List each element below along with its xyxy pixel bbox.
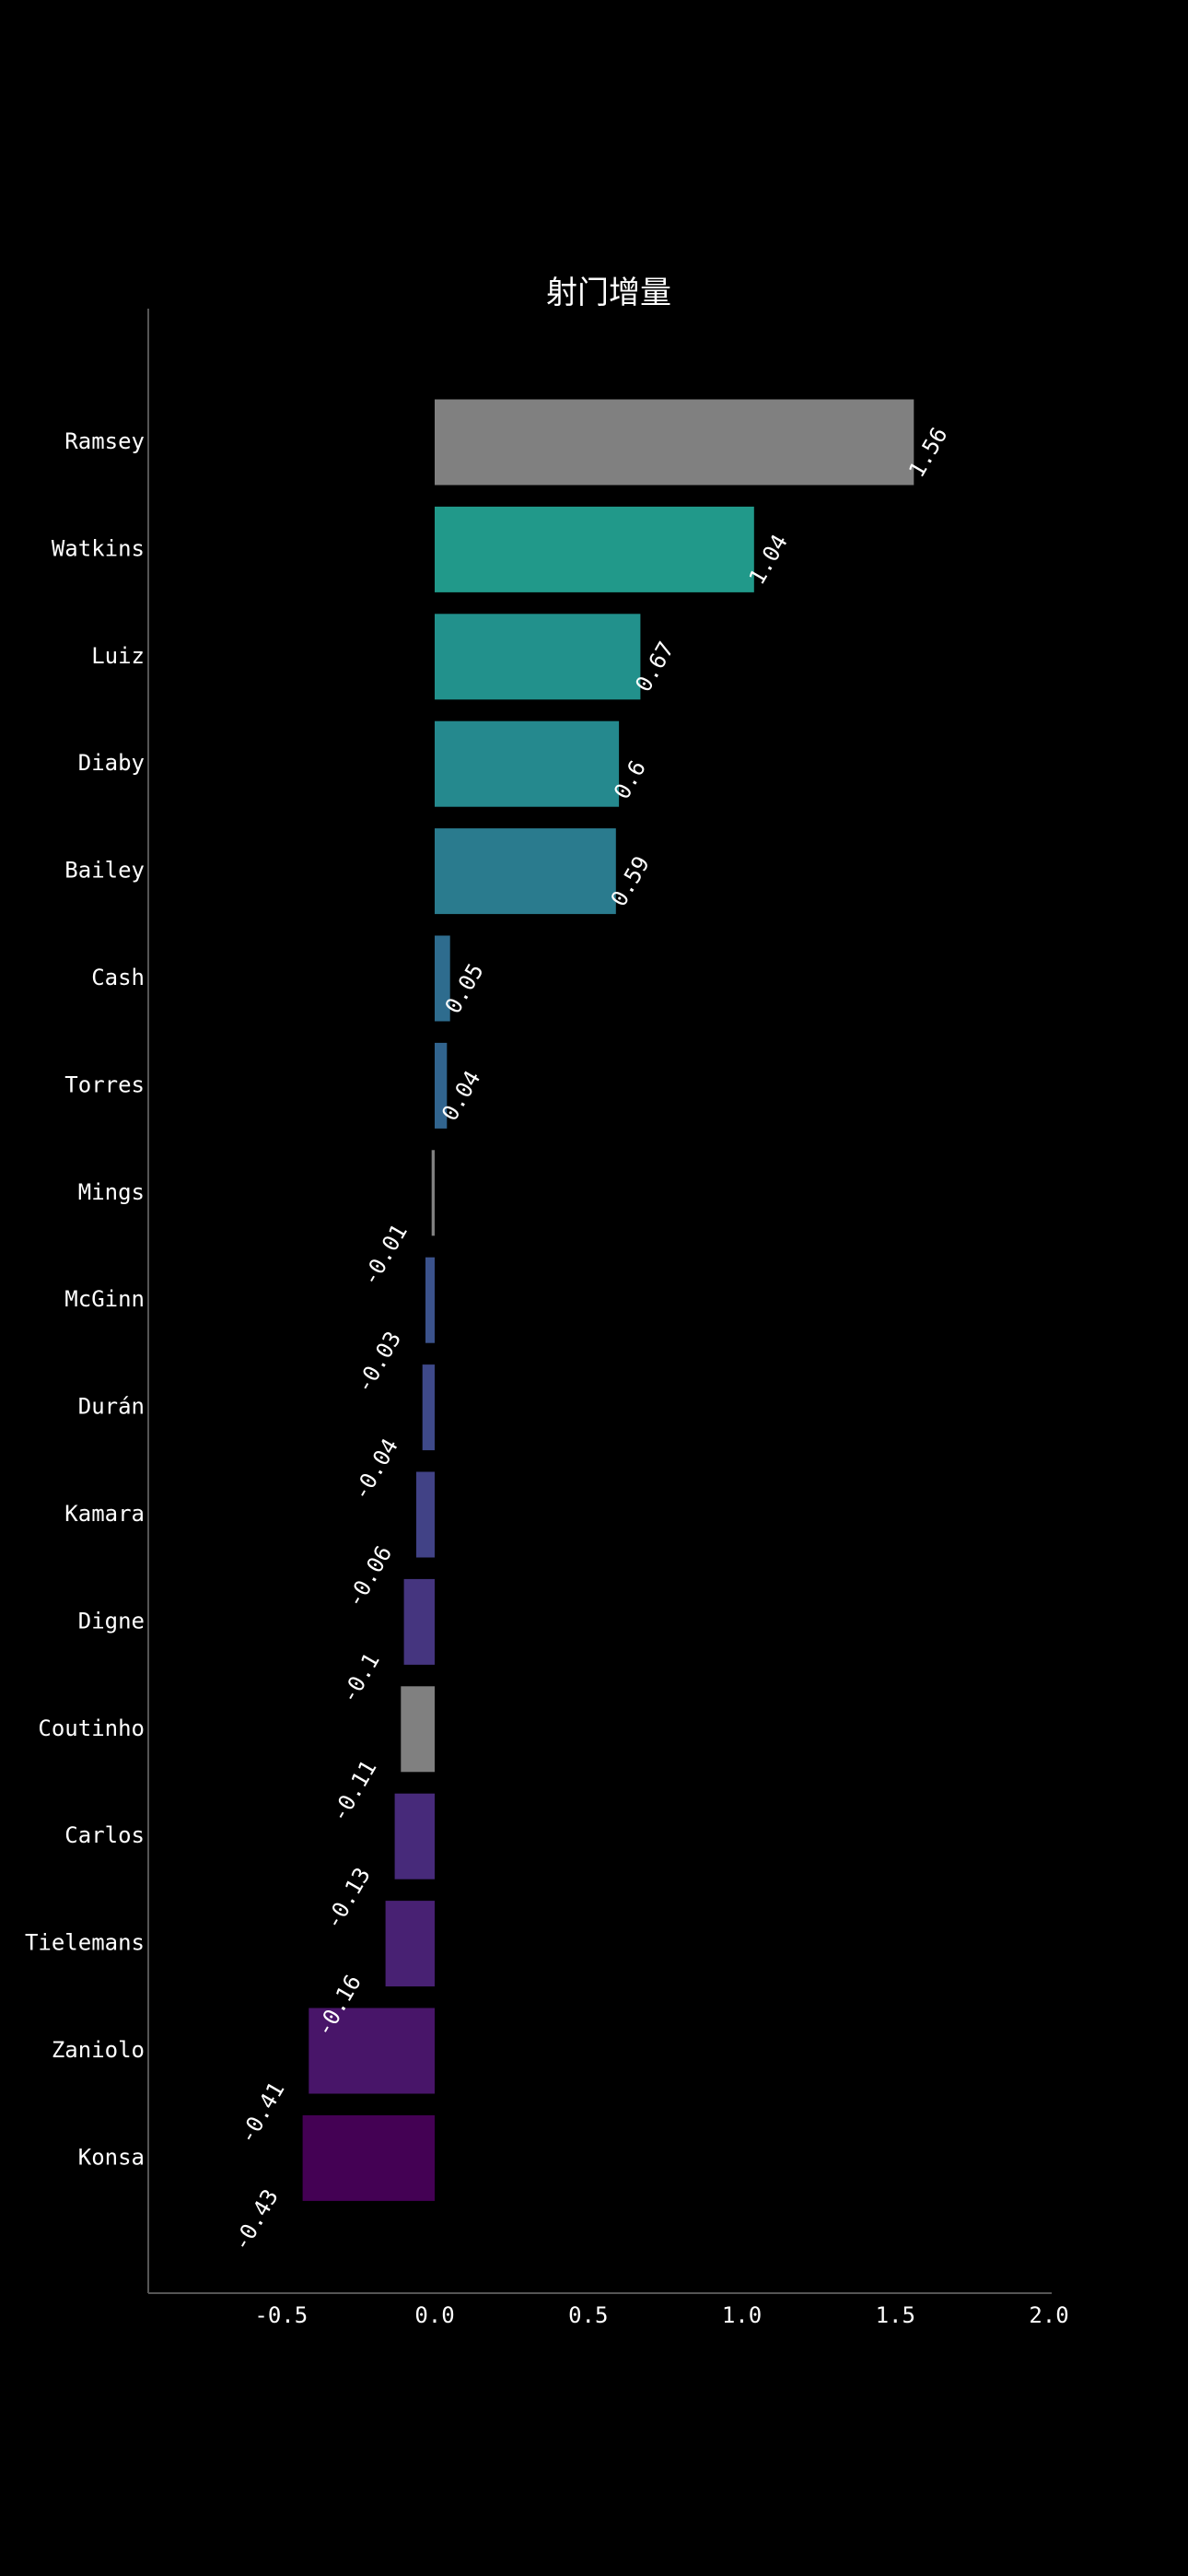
bar-durán	[422, 1364, 435, 1451]
value-label: -0.13	[320, 1863, 375, 1934]
bar-bailey	[435, 828, 616, 915]
x-tick-label: 1.0	[722, 2302, 762, 2328]
bar-zaniolo	[309, 2008, 435, 2094]
x-tick-label: 1.5	[876, 2302, 915, 2328]
category-label: Diaby	[78, 750, 145, 776]
x-tick-label: 0.0	[414, 2302, 454, 2328]
category-label: Carlos	[64, 1822, 145, 1848]
category-label: Kamara	[64, 1501, 145, 1527]
category-label: Durán	[78, 1394, 145, 1420]
category-labels-layer: Ramsey Watkins Luiz Diaby Bailey Cash Torres Mi…	[25, 428, 145, 2170]
category-label: McGinn	[64, 1286, 145, 1312]
value-label: -0.41	[234, 2078, 289, 2149]
chart-title: 射门增量	[546, 275, 671, 311]
category-label: Watkins	[52, 535, 145, 561]
category-label: Bailey	[64, 858, 145, 884]
value-label: -0.03	[351, 1327, 406, 1398]
bar-digne	[403, 1578, 435, 1665]
bar-konsa	[302, 2114, 435, 2201]
bar-watkins	[435, 506, 754, 592]
bar-luiz	[435, 614, 641, 700]
value-label: -0.04	[348, 1434, 403, 1505]
bar-torres	[435, 1042, 448, 1129]
value-label: -0.1	[336, 1648, 385, 1707]
bar-diaby	[435, 720, 620, 807]
value-label: -0.06	[342, 1541, 397, 1612]
bar-mings	[431, 1150, 435, 1236]
category-label: Konsa	[78, 2144, 145, 2170]
value-label: -0.01	[357, 1220, 413, 1291]
value-label: -0.43	[227, 2184, 283, 2255]
category-label: Zaniolo	[52, 2037, 145, 2063]
bar-carlos	[394, 1793, 435, 1879]
category-label: Torres	[64, 1071, 145, 1097]
x-axis-ticks: -0.5 0.0 0.5 1.0 1.5 2.0	[254, 2302, 1068, 2328]
x-tick-label: 2.0	[1029, 2302, 1068, 2328]
bar-mcginn	[425, 1257, 435, 1343]
category-label: Mings	[78, 1179, 145, 1205]
category-label: Digne	[78, 1608, 145, 1633]
category-label: Coutinho	[38, 1715, 145, 1741]
bar-coutinho	[401, 1686, 435, 1773]
bar-ramsey	[435, 399, 914, 486]
bar-tielemans	[385, 1901, 435, 1987]
category-label: Tielemans	[25, 1930, 145, 1956]
value-label: -0.11	[326, 1756, 381, 1827]
bar-cash	[435, 935, 450, 1022]
category-label: Cash	[91, 965, 145, 990]
category-label: Ramsey	[64, 428, 145, 454]
bar-kamara	[416, 1471, 435, 1558]
category-label: Luiz	[91, 643, 145, 669]
bars-layer	[302, 399, 914, 2201]
x-tick-label: -0.5	[254, 2302, 308, 2328]
x-tick-label: 0.5	[568, 2302, 608, 2328]
